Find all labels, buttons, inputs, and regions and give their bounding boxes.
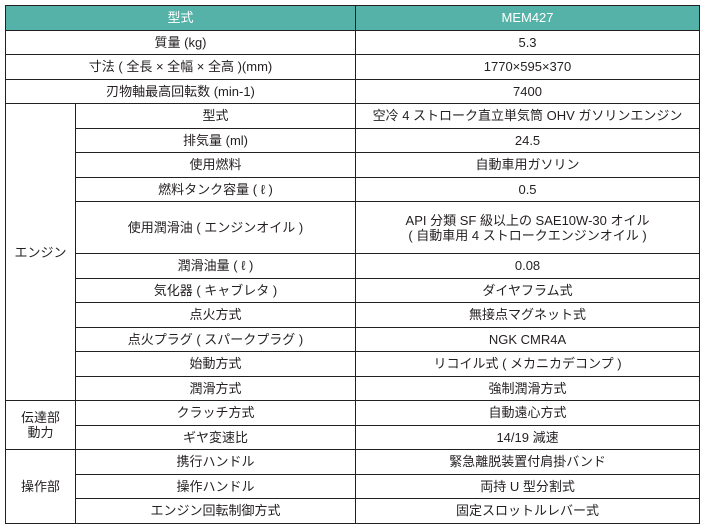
- spec-label: 燃料タンク容量 ( ℓ ): [74, 176, 357, 202]
- spec-label: 型式: [74, 103, 357, 129]
- spec-value-line: NGK CMR4A: [488, 331, 567, 347]
- table-row: ギヤ変速比 14/19 減速: [6, 424, 701, 450]
- spec-label: 質量 (kg): [4, 29, 357, 55]
- table-row: 始動方式 リコイル式 ( メカニカデコンプ ): [6, 351, 701, 377]
- spec-value: 空冷 4 ストローク直立単気筒 OHV ガソリンエンジン: [355, 103, 701, 129]
- spec-value-line: 自動遠心方式: [488, 405, 567, 421]
- spec-value: 14/19 減速: [355, 424, 701, 450]
- spec-value-line: 両持 U 型分割式: [480, 478, 575, 494]
- spec-value-line: 強制潤滑方式: [488, 380, 567, 396]
- spec-table-body: 型式 MEM427 質量 (kg) 5.3 寸法 ( 全長 × 全幅 × 全高 )(mm…: [4, 5, 701, 524]
- spec-value: 自動遠心方式: [355, 400, 701, 426]
- spec-label: 点火方式: [74, 302, 357, 328]
- spec-value-line: ダイヤフラム式: [482, 282, 573, 298]
- spec-value-line: 空冷 4 ストローク直立単気筒 OHV ガソリンエンジン: [372, 108, 683, 124]
- spec-value-line: API 分類 SF 級以上の SAE10W-30 オイル: [405, 212, 650, 228]
- spec-value-line: 固定スロットルレバー式: [456, 503, 600, 519]
- table-row: 質量 (kg) 5.3: [4, 29, 701, 55]
- spec-value: 0.08: [355, 253, 701, 279]
- spec-value: API 分類 SF 級以上の SAE10W-30 オイル( 自動車用 4 ストロ…: [355, 201, 701, 254]
- group-name: 操作部: [20, 478, 60, 494]
- spec-value: NGK CMR4A: [355, 326, 701, 352]
- spec-value-line2: ( 自動車用 4 ストロークエンジンオイル ): [408, 227, 647, 243]
- spec-label: 始動方式: [74, 351, 357, 377]
- spec-label: 携行ハンドル: [74, 449, 357, 475]
- table-row: エンジン 型式 空冷 4 ストローク直立単気筒 OHV ガソリンエンジン: [5, 103, 701, 401]
- group-label: 伝達部 動力: [5, 400, 76, 450]
- spec-value: 5.3: [355, 29, 701, 55]
- spec-label: 点火プラグ ( スパークプラグ ): [74, 326, 357, 352]
- spec-label: 気化器 ( キャブレタ ): [74, 277, 357, 303]
- group-name-line2: 動力: [27, 425, 54, 440]
- group-label: エンジン: [5, 103, 76, 401]
- spec-label: ギヤ変速比: [74, 424, 357, 450]
- spec-value: リコイル式 ( メカニカデコンプ ): [355, 351, 701, 377]
- group-name: エンジン: [14, 244, 67, 260]
- table-row: 気化器 ( キャブレタ ) ダイヤフラム式: [6, 277, 701, 303]
- spec-value-line: 0.08: [514, 258, 541, 274]
- spec-value: 固定スロットルレバー式: [355, 498, 701, 524]
- spec-value: 両持 U 型分割式: [355, 473, 701, 499]
- spec-table: 型式 MEM427 質量 (kg) 5.3 寸法 ( 全長 × 全幅 × 全高 )(mm…: [4, 5, 701, 524]
- table-row: 寸法 ( 全長 × 全幅 × 全高 )(mm) 1770×595×370: [4, 54, 701, 80]
- spec-value: 1770×595×370: [355, 54, 701, 80]
- table-row: 点火プラグ ( スパークプラグ ) NGK CMR4A: [6, 326, 701, 352]
- spec-value-line: 14/19 減速: [496, 429, 559, 445]
- spec-value-line: 0.5: [518, 181, 537, 197]
- spec-value-line: 自動車用ガソリン: [475, 157, 580, 173]
- spec-value: 自動車用ガソリン: [355, 152, 701, 178]
- spec-value: 24.5: [355, 127, 701, 153]
- header-value: MEM427: [355, 5, 701, 31]
- spec-value: 7400: [355, 78, 701, 104]
- spec-value: 0.5: [355, 176, 701, 202]
- table-row: 点火方式 無接点マグネット式: [6, 302, 701, 328]
- spec-value-line: 無接点マグネット式: [469, 307, 587, 323]
- table-row: 潤滑方式 強制潤滑方式: [6, 375, 701, 401]
- table-row: 使用潤滑油 ( エンジンオイル ) API 分類 SF 級以上の SAE10W-3…: [6, 201, 701, 254]
- spec-value: ダイヤフラム式: [355, 277, 701, 303]
- table-row: 使用燃料 自動車用ガソリン: [6, 152, 701, 178]
- spec-label: 排気量 (ml): [74, 127, 357, 153]
- spec-value-line: リコイル式 ( メカニカデコンプ ): [433, 356, 622, 372]
- spec-value: 強制潤滑方式: [355, 375, 701, 401]
- spec-label: 操作ハンドル: [74, 473, 357, 499]
- group-label: 操作部: [5, 449, 76, 524]
- group-name: 伝達部: [20, 410, 60, 425]
- table-row: 潤滑油量 ( ℓ ) 0.08: [6, 253, 701, 279]
- header-label: 型式: [4, 5, 357, 31]
- spec-label: 使用燃料: [74, 152, 357, 178]
- spec-label: クラッチ方式: [74, 400, 357, 426]
- spec-label: 刃物軸最高回転数 (min-1): [4, 78, 357, 104]
- spec-value-line: 緊急離脱装置付肩掛バンド: [449, 454, 606, 470]
- spec-value-line: 24.5: [514, 132, 541, 148]
- table-row: 排気量 (ml) 24.5: [6, 127, 701, 153]
- spec-label: 潤滑方式: [74, 375, 357, 401]
- spec-label: 使用潤滑油 ( エンジンオイル ): [74, 201, 357, 254]
- table-row: 操作ハンドル 両持 U 型分割式: [6, 473, 701, 499]
- table-row: 刃物軸最高回転数 (min-1) 7400: [4, 78, 701, 104]
- table-row: 操作部 携行ハンドル 緊急離脱装置付肩掛バンド: [5, 449, 701, 524]
- table-row: エンジン回転制御方式 固定スロットルレバー式: [6, 498, 701, 524]
- table-header-row: 型式 MEM427: [4, 5, 701, 31]
- spec-label: 潤滑油量 ( ℓ ): [74, 253, 357, 279]
- spec-value: 緊急離脱装置付肩掛バンド: [355, 449, 701, 475]
- table-row: 燃料タンク容量 ( ℓ ) 0.5: [6, 176, 701, 202]
- spec-label: 寸法 ( 全長 × 全幅 × 全高 )(mm): [4, 54, 357, 80]
- table-row: 伝達部 動力 クラッチ方式 自動遠心方式: [5, 400, 701, 450]
- spec-label: エンジン回転制御方式: [74, 498, 357, 524]
- spec-value: 無接点マグネット式: [355, 302, 701, 328]
